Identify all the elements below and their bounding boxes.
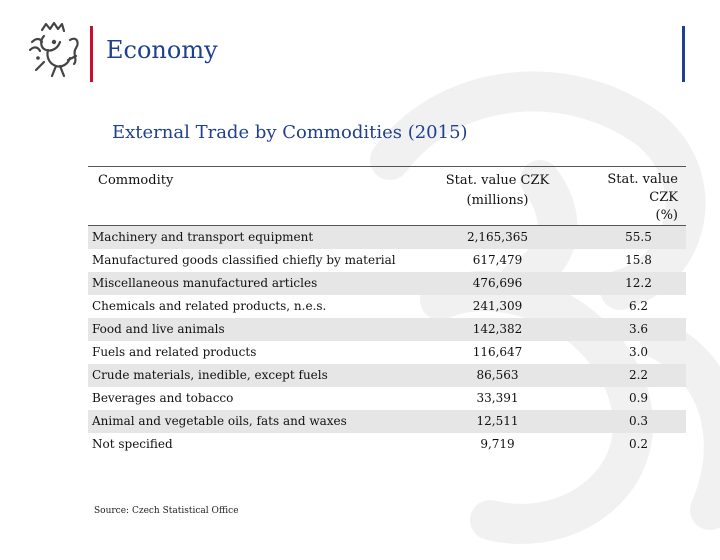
table-row: Fuels and related products 116,647 3.0 (88, 341, 686, 364)
cell-pct: 15.8 (625, 253, 652, 267)
cell-value: 142,382 (404, 318, 591, 341)
trade-table: Commodity Stat. value CZK (millions) Sta… (88, 166, 686, 456)
cell-commodity: Crude materials, inedible, except fuels (88, 364, 404, 387)
table-row: Chemicals and related products, n.e.s. 2… (88, 295, 686, 318)
cell-value: 9,719 (480, 437, 515, 451)
column-header-pct-line2: (%) (655, 208, 679, 223)
column-header-commodity: Commodity (88, 166, 404, 226)
column-header-pct-line1: Stat. value CZK (607, 172, 678, 205)
cell-pct: 0.9 (628, 391, 649, 405)
cell-value: 12,511 (404, 410, 591, 433)
table-row: Machinery and transport equipment 2,165,… (88, 225, 686, 249)
cell-pct: 12.2 (591, 272, 686, 295)
page-title: Economy (106, 36, 218, 64)
cell-value: 617,479 (472, 253, 523, 267)
table-header-row: Commodity Stat. value CZK (millions) Sta… (88, 166, 686, 226)
cell-commodity: Food and live animals (88, 318, 404, 341)
cell-value: 476,696 (404, 272, 591, 295)
cell-pct: 55.5 (591, 225, 686, 249)
cell-pct: 3.6 (591, 318, 686, 341)
cell-commodity: Animal and vegetable oils, fats and waxe… (88, 410, 404, 433)
cell-commodity: Manufactured goods classified chiefly by… (92, 253, 396, 267)
column-header-pct: Stat. value CZK (%) (591, 166, 686, 226)
cell-commodity: Fuels and related products (92, 345, 257, 359)
cell-pct: 3.0 (628, 345, 649, 359)
cell-commodity: Machinery and transport equipment (88, 225, 404, 249)
cell-value: 2,165,365 (404, 225, 591, 249)
cell-commodity: Not specified (92, 437, 173, 451)
table-row: Food and live animals 142,382 3.6 (88, 318, 686, 341)
cell-value: 86,563 (404, 364, 591, 387)
table-row: Beverages and tobacco 33,391 0.9 (88, 387, 686, 410)
cell-value: 33,391 (476, 391, 519, 405)
cell-value: 116,647 (472, 345, 523, 359)
header-blue-divider (682, 26, 685, 82)
slide-subtitle: External Trade by Commodities (2015) (112, 122, 468, 143)
column-header-value: Stat. value CZK (millions) (404, 166, 591, 226)
column-header-value-line2: (millions) (466, 193, 529, 208)
cell-value: 241,309 (472, 299, 523, 313)
cell-commodity: Miscellaneous manufactured articles (88, 272, 404, 295)
cell-pct: 0.2 (628, 437, 649, 451)
cell-pct: 6.2 (628, 299, 649, 313)
table-row: Not specified 9,719 0.2 (88, 433, 686, 456)
table-row: Miscellaneous manufactured articles 476,… (88, 272, 686, 295)
cell-pct: 2.2 (591, 364, 686, 387)
cell-commodity: Chemicals and related products, n.e.s. (92, 299, 327, 313)
table-row: Manufactured goods classified chiefly by… (88, 249, 686, 272)
source-note: Source: Czech Statistical Office (94, 506, 239, 516)
table-row: Animal and vegetable oils, fats and waxe… (88, 410, 686, 433)
header-red-divider (90, 26, 93, 82)
column-header-value-line1: Stat. value CZK (445, 173, 550, 188)
czech-lion-logo-icon (28, 21, 79, 78)
table-row: Crude materials, inedible, except fuels … (88, 364, 686, 387)
cell-pct: 0.3 (591, 410, 686, 433)
cell-commodity: Beverages and tobacco (92, 391, 234, 405)
